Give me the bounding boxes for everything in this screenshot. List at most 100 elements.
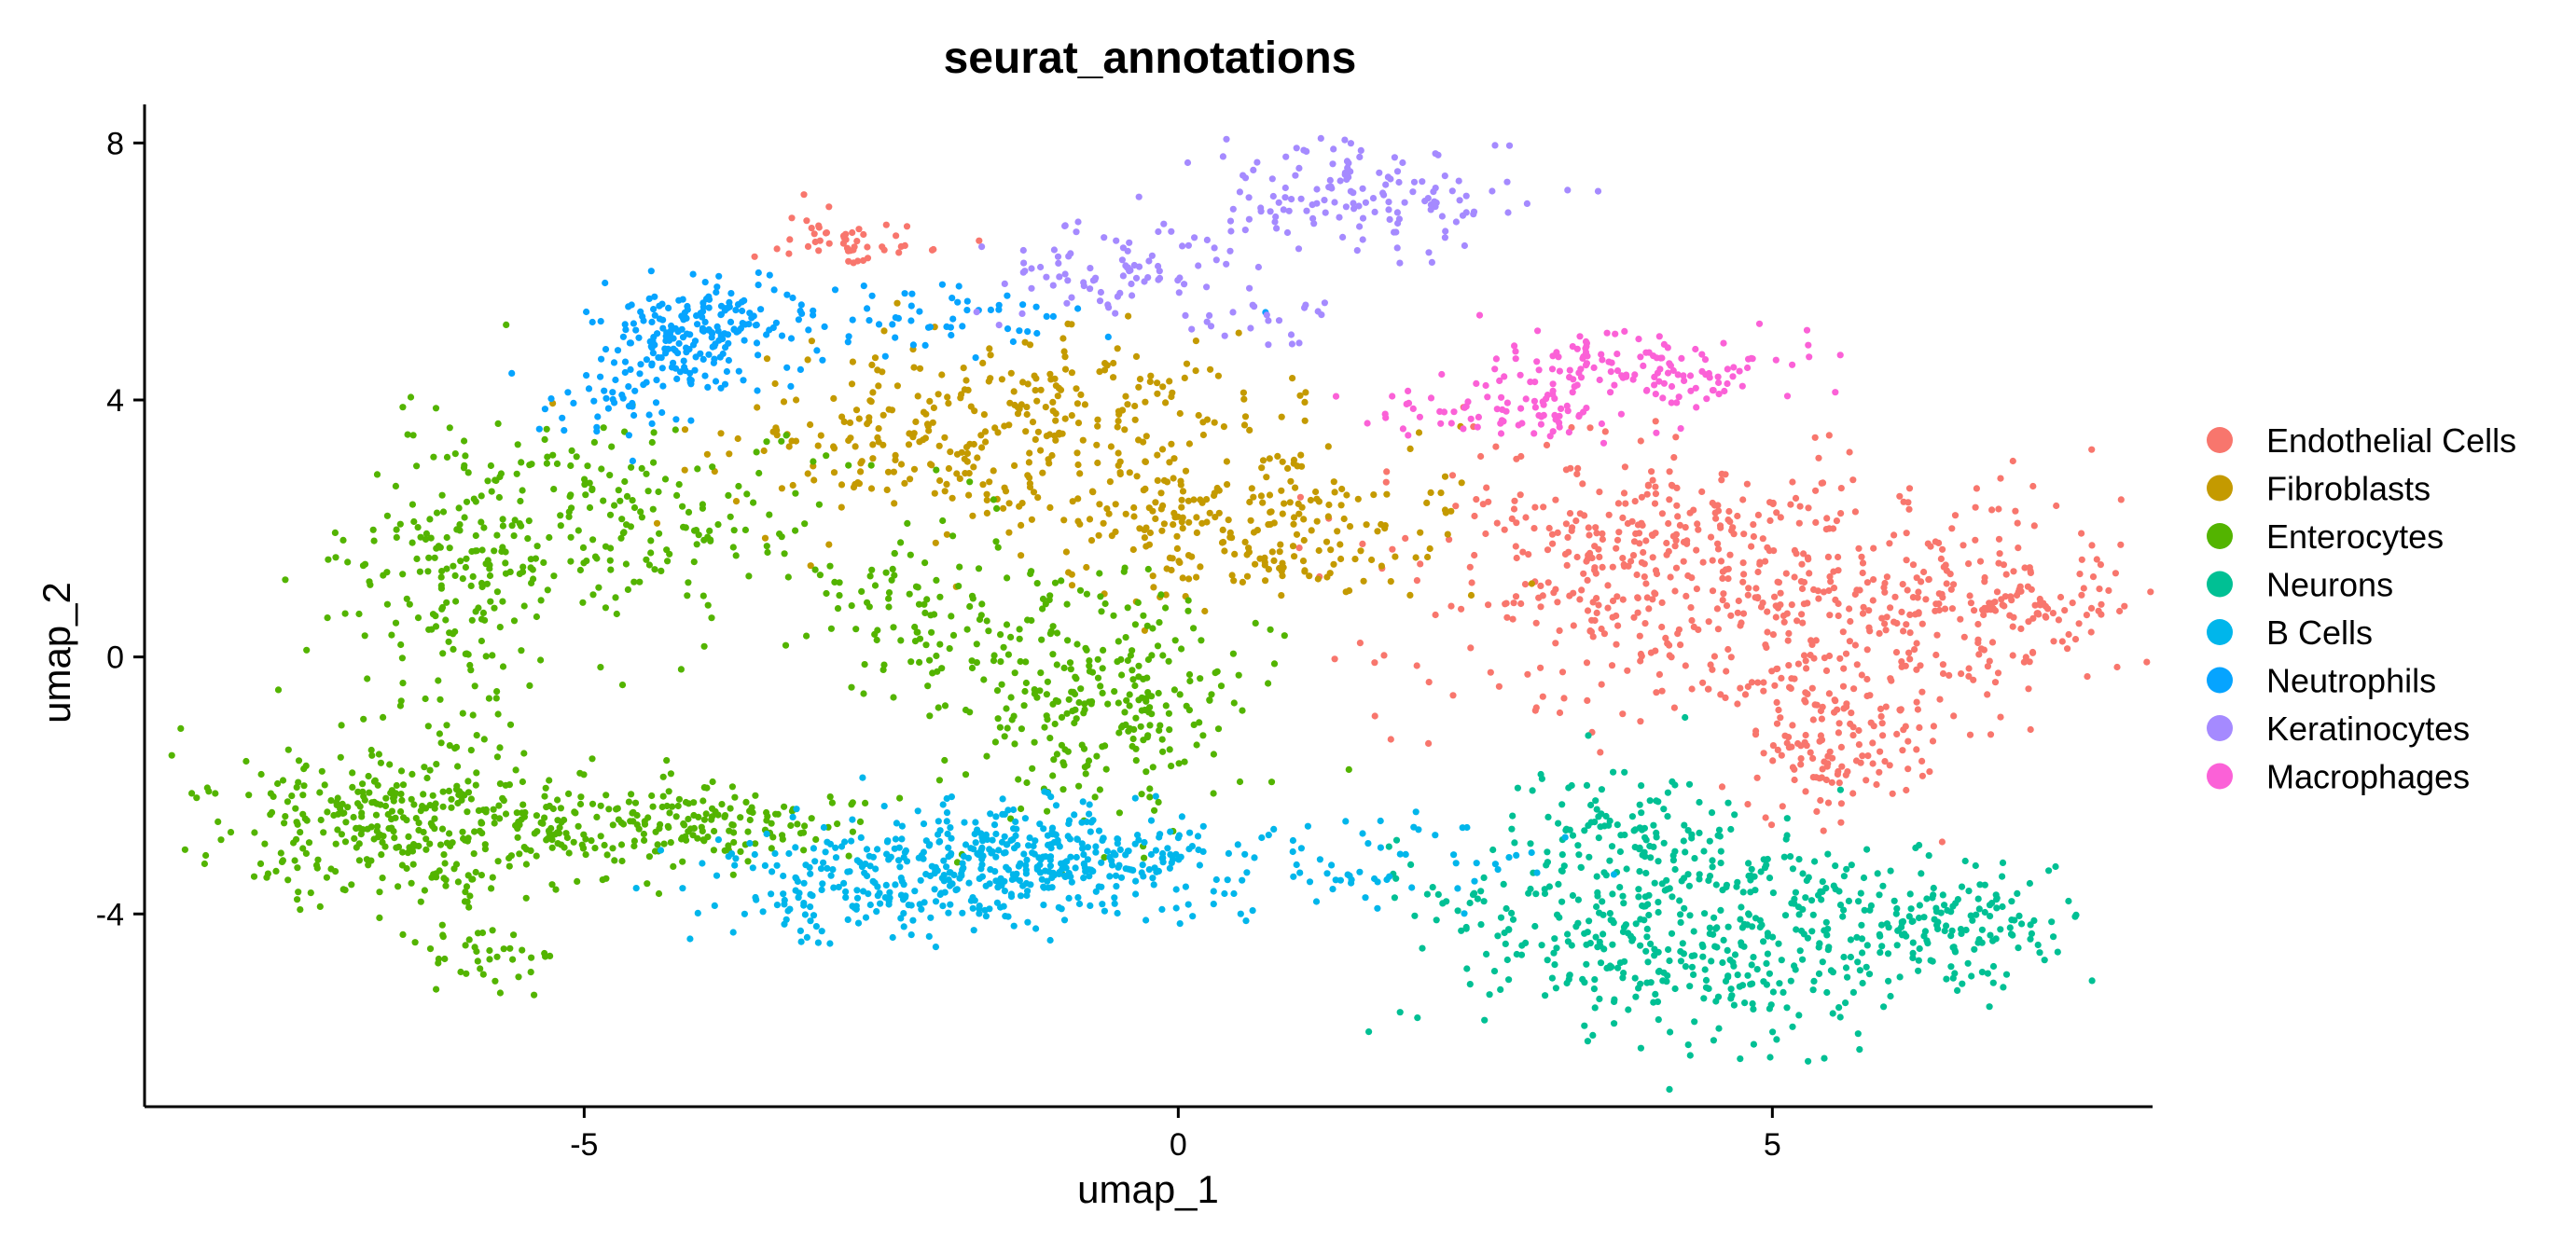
data-point <box>1727 995 1734 1001</box>
data-point <box>438 739 445 746</box>
data-point <box>1802 788 1808 794</box>
data-point <box>1039 470 1046 476</box>
data-point <box>907 591 913 598</box>
data-point <box>810 845 817 851</box>
data-point <box>1417 560 1423 567</box>
data-point <box>963 377 969 383</box>
data-point <box>877 901 883 907</box>
data-point <box>1707 930 1713 937</box>
data-point <box>890 934 896 941</box>
data-point <box>985 627 991 634</box>
data-point <box>1952 512 1959 518</box>
data-point <box>933 577 939 584</box>
data-point <box>554 817 561 823</box>
data-point <box>1721 937 1727 944</box>
data-point <box>614 611 620 617</box>
data-point <box>1691 952 1697 958</box>
data-point <box>1461 405 1468 411</box>
data-point <box>1220 527 1226 533</box>
data-point <box>1433 150 1439 157</box>
data-point <box>1972 537 1978 544</box>
data-point <box>460 710 466 717</box>
data-point <box>874 846 880 852</box>
data-point <box>1737 622 1743 628</box>
data-point <box>1594 893 1600 900</box>
data-point <box>404 865 410 872</box>
data-point <box>615 347 621 353</box>
data-point <box>1854 958 1861 965</box>
data-point <box>2029 483 2036 489</box>
data-point <box>728 850 735 857</box>
data-point <box>739 308 745 314</box>
data-point <box>1471 513 1477 519</box>
data-point <box>1916 958 1922 964</box>
data-point <box>1431 199 1437 205</box>
data-point <box>1795 1012 1802 1018</box>
data-point <box>1178 645 1184 652</box>
data-point <box>1877 630 1883 637</box>
data-point <box>1701 910 1708 916</box>
data-point <box>1667 1028 1673 1035</box>
data-point <box>1123 511 1129 517</box>
data-point <box>1442 227 1448 234</box>
data-point <box>1188 326 1195 333</box>
data-point <box>1856 741 1863 748</box>
data-point <box>1097 593 1103 599</box>
data-point <box>1653 430 1659 436</box>
data-point <box>682 426 688 433</box>
data-point <box>1356 154 1363 160</box>
data-point <box>907 658 914 665</box>
data-point <box>1578 374 1585 380</box>
data-point <box>591 439 598 446</box>
data-point <box>514 471 520 477</box>
data-point <box>1047 862 1054 869</box>
data-point <box>640 317 646 324</box>
data-point <box>1473 496 1479 503</box>
data-point <box>867 572 874 579</box>
data-point <box>409 796 415 803</box>
data-point <box>1668 363 1674 369</box>
data-point <box>871 631 878 638</box>
data-point <box>1745 910 1752 916</box>
data-point <box>1812 488 1819 494</box>
data-point <box>368 752 375 759</box>
data-point <box>1199 732 1206 738</box>
data-point <box>1621 563 1627 570</box>
data-point <box>1974 621 1981 627</box>
data-point <box>1614 367 1621 374</box>
data-point <box>1750 521 1756 528</box>
data-point <box>762 535 769 542</box>
data-point <box>1297 494 1304 501</box>
data-point <box>1498 430 1504 436</box>
data-point <box>624 493 630 500</box>
data-point <box>1396 260 1403 267</box>
data-point <box>1024 328 1031 335</box>
data-point <box>978 834 985 841</box>
data-point <box>1795 856 1802 862</box>
data-point <box>883 222 890 228</box>
data-point <box>1131 403 1138 409</box>
data-point <box>653 377 659 383</box>
data-point <box>1429 259 1435 266</box>
data-point <box>1669 930 1675 937</box>
data-point <box>378 851 384 858</box>
data-point <box>1627 558 1634 564</box>
data-point <box>979 360 986 366</box>
data-point <box>1806 570 1812 576</box>
data-point <box>515 973 521 980</box>
data-point <box>1575 897 1582 903</box>
data-point <box>475 930 481 936</box>
data-point <box>1861 604 1867 611</box>
data-point <box>752 792 758 799</box>
data-point <box>455 878 462 885</box>
data-point <box>1537 665 1544 671</box>
data-point <box>1596 910 1602 916</box>
data-point <box>530 566 536 572</box>
data-point <box>444 840 450 847</box>
data-point <box>429 822 436 829</box>
data-point <box>1018 658 1024 665</box>
data-point <box>787 822 794 829</box>
data-point <box>1073 449 1080 456</box>
data-point <box>1298 463 1305 470</box>
data-point <box>1720 340 1726 347</box>
